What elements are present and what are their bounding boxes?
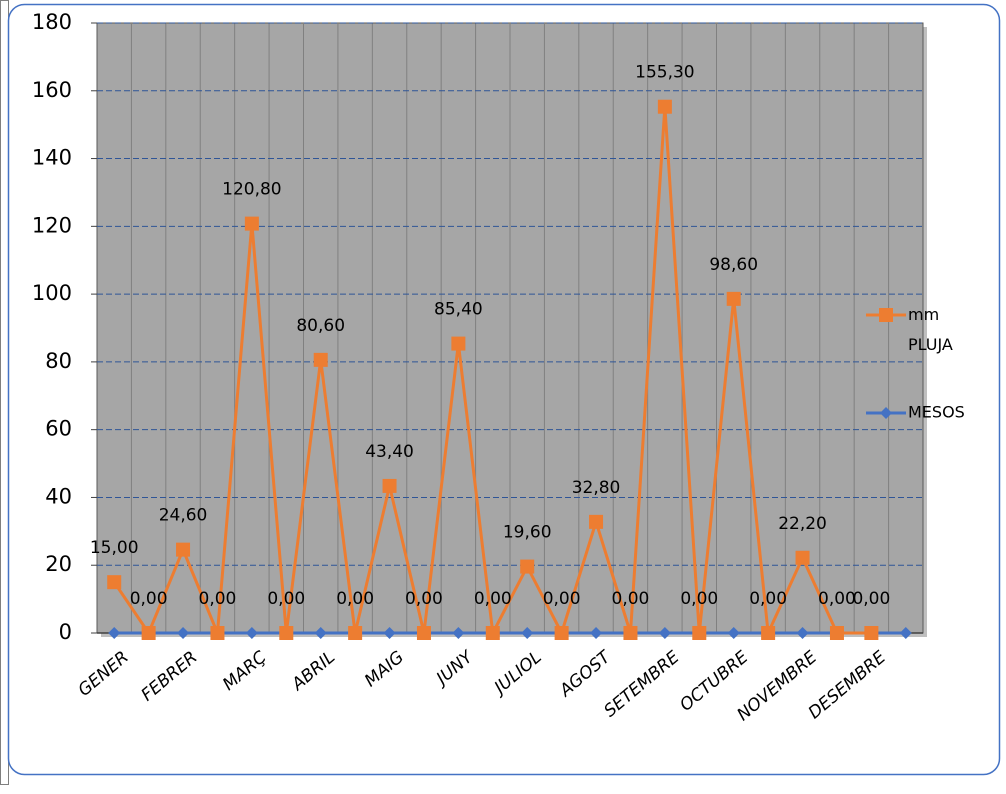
point (416, 626, 431, 640)
point (521, 627, 534, 639)
data-label: 155,30 (635, 63, 694, 83)
data-label: 0,00 (680, 589, 718, 609)
point (451, 336, 466, 351)
point (313, 352, 328, 367)
point (864, 626, 879, 640)
point (141, 626, 156, 640)
point (314, 627, 327, 639)
point (829, 626, 844, 640)
point (244, 216, 259, 231)
data-label: 120,80 (222, 180, 281, 200)
data-label: 32,80 (572, 478, 621, 498)
point (279, 626, 294, 640)
data-label: 15,00 (90, 538, 139, 558)
point (245, 627, 258, 639)
series: 15,00 0,00 24,60 0,00 120,80 0,00 80,60 0,00 43,… (90, 63, 890, 640)
point (108, 627, 121, 639)
point (727, 627, 740, 639)
point (761, 626, 776, 640)
legend-marker (880, 407, 892, 419)
y-tick-label: 20 (45, 552, 72, 576)
point (107, 575, 122, 590)
y-tick-label: 80 (45, 349, 72, 373)
point (658, 627, 671, 639)
data-label: 0,00 (267, 589, 305, 609)
point (726, 291, 741, 306)
point (589, 514, 604, 529)
point (520, 559, 535, 574)
point (899, 627, 912, 639)
y-tick-label: 120 (32, 213, 72, 237)
legend-label: MESOS (908, 403, 965, 422)
y-tick-label: 140 (32, 146, 72, 170)
data-label: 80,60 (296, 316, 345, 336)
point (485, 626, 500, 640)
side-strip (0, 0, 9, 785)
y-tick-label: 0 (59, 620, 72, 644)
data-label: 0,00 (818, 589, 856, 609)
point (795, 550, 810, 565)
data-label: 19,60 (503, 523, 552, 543)
point (177, 627, 190, 639)
data-label: 0,00 (405, 589, 443, 609)
data-label: 0,00 (199, 589, 237, 609)
point (348, 626, 363, 640)
point (623, 626, 638, 640)
point (176, 542, 191, 557)
legend-marker (879, 308, 893, 322)
y-tick-label: 180 (32, 10, 72, 34)
data-label: 85,40 (434, 300, 483, 320)
data-label: 0,00 (749, 589, 787, 609)
point (590, 627, 603, 639)
point (382, 478, 397, 493)
data-label: 0,00 (612, 589, 650, 609)
data-label: 24,60 (159, 506, 208, 526)
data-label: 0,00 (130, 589, 168, 609)
point (383, 627, 396, 639)
point (452, 627, 465, 639)
point (796, 627, 809, 639)
data-label: 98,60 (709, 255, 758, 275)
legend-label: mm PLUJA (908, 305, 953, 354)
data-label: 43,40 (365, 442, 414, 462)
y-tick-label: 60 (45, 417, 72, 441)
y-tick-label: 40 (45, 484, 72, 508)
data-label: 0,00 (543, 589, 581, 609)
data-label: 0,00 (852, 589, 890, 609)
y-tick-label: 160 (32, 78, 72, 102)
point (657, 99, 672, 114)
point (692, 626, 707, 640)
point (210, 626, 225, 640)
point (554, 626, 569, 640)
y-tick-label: 100 (32, 281, 72, 305)
data-label: 0,00 (336, 589, 374, 609)
data-label: 0,00 (474, 589, 512, 609)
data-label: 22,20 (778, 514, 827, 534)
